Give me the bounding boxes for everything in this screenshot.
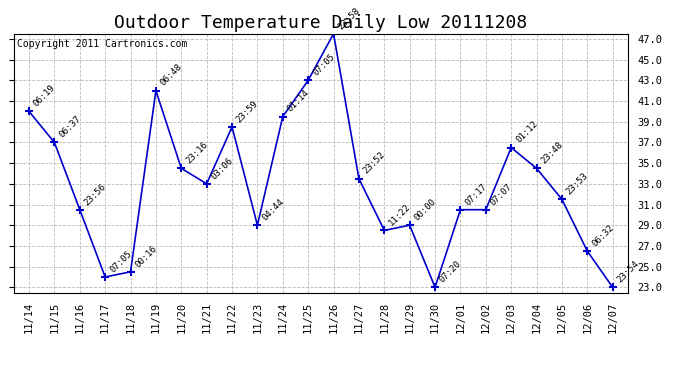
Text: 07:05: 07:05 xyxy=(108,249,133,274)
Text: 06:19: 06:19 xyxy=(32,83,57,109)
Text: Copyright 2011 Cartronics.com: Copyright 2011 Cartronics.com xyxy=(17,39,187,49)
Text: 06:32: 06:32 xyxy=(590,223,615,248)
Text: 23:56: 23:56 xyxy=(83,182,108,207)
Text: 23:58: 23:58 xyxy=(336,6,362,31)
Text: 07:20: 07:20 xyxy=(438,259,463,285)
Text: 23:48: 23:48 xyxy=(540,140,564,165)
Text: 04:44: 04:44 xyxy=(260,197,286,222)
Text: 23:53: 23:53 xyxy=(564,171,590,196)
Text: 00:00: 00:00 xyxy=(413,197,438,222)
Text: 06:37: 06:37 xyxy=(57,114,83,140)
Text: 23:16: 23:16 xyxy=(184,140,210,165)
Text: 06:48: 06:48 xyxy=(159,63,184,88)
Text: 23:54: 23:54 xyxy=(615,259,641,285)
Text: 07:05: 07:05 xyxy=(311,52,336,78)
Text: 23:59: 23:59 xyxy=(235,99,260,124)
Text: 01:12: 01:12 xyxy=(514,120,540,145)
Text: 03:06: 03:06 xyxy=(210,156,235,181)
Text: 23:52: 23:52 xyxy=(362,150,387,176)
Text: 07:17: 07:17 xyxy=(463,182,489,207)
Text: 07:07: 07:07 xyxy=(489,182,514,207)
Text: 01:14: 01:14 xyxy=(286,88,311,114)
Text: 11:22: 11:22 xyxy=(387,202,413,228)
Text: 00:16: 00:16 xyxy=(133,244,159,269)
Title: Outdoor Temperature Daily Low 20111208: Outdoor Temperature Daily Low 20111208 xyxy=(115,14,527,32)
